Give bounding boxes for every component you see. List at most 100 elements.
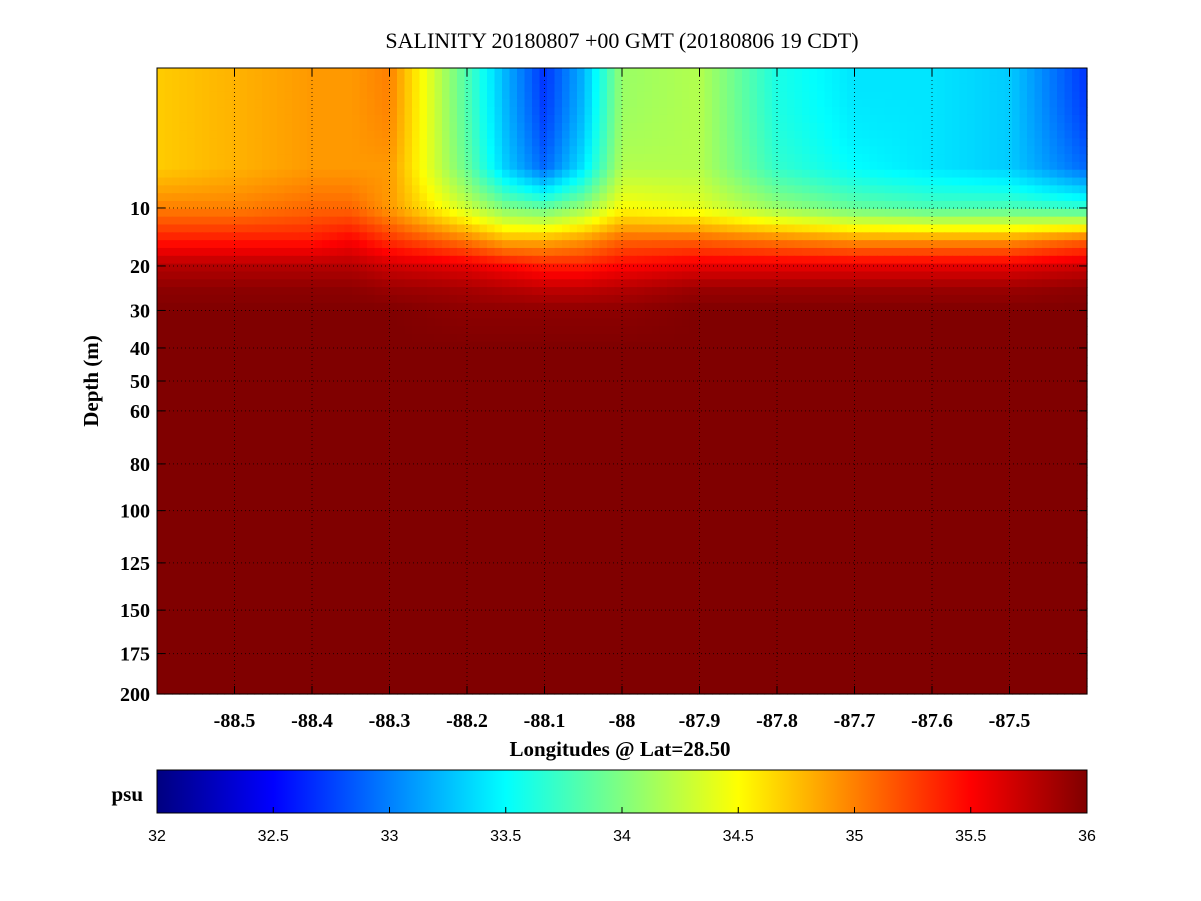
heatmap-cell (299, 334, 308, 343)
heatmap-cell (817, 193, 826, 202)
heatmap-cell (532, 193, 541, 202)
heatmap-cell (697, 302, 706, 312)
heatmap-cell (839, 373, 848, 382)
heatmap-cell (449, 201, 458, 210)
heatmap-cell (524, 154, 533, 163)
heatmap-cell (899, 154, 908, 163)
heatmap-cell (847, 232, 856, 241)
heatmap-cell (292, 177, 301, 186)
heatmap-cell (322, 99, 331, 108)
heatmap-cell (299, 294, 308, 304)
heatmap-cell (539, 334, 548, 343)
heatmap-cell (787, 255, 796, 265)
heatmap-cell (449, 154, 458, 163)
heatmap-cell (292, 279, 301, 288)
heatmap-cell (247, 138, 256, 147)
heatmap-cell (907, 169, 916, 179)
heatmap-cell (757, 201, 766, 210)
heatmap-cell (434, 349, 443, 359)
heatmap-cell (367, 381, 376, 390)
heatmap-cell (982, 365, 991, 374)
heatmap-cell (854, 232, 863, 241)
heatmap-cell (1004, 68, 1013, 77)
heatmap-cell (382, 381, 391, 390)
heatmap-cell (974, 146, 983, 155)
heatmap-cell (374, 146, 383, 155)
heatmap-cell (262, 107, 271, 116)
heatmap-cell (464, 161, 473, 171)
heatmap-cell (194, 114, 203, 124)
heatmap-cell (659, 310, 668, 319)
heatmap-cell (764, 130, 773, 140)
heatmap-cell (479, 130, 488, 140)
heatmap-cell (352, 208, 361, 218)
heatmap-cell (562, 294, 571, 304)
heatmap-cell (712, 146, 721, 155)
heatmap-cell (884, 130, 893, 140)
heatmap-cell (337, 114, 346, 124)
heatmap-cell (232, 255, 241, 265)
heatmap-cell (554, 279, 563, 288)
heatmap-cell (757, 247, 766, 257)
heatmap-cell (472, 365, 481, 374)
heatmap-cell (179, 255, 188, 265)
heatmap-cell (922, 365, 931, 374)
heatmap-cell (952, 349, 961, 359)
heatmap-cell (599, 326, 608, 335)
heatmap-cell (337, 224, 346, 233)
heatmap-cell (989, 263, 998, 273)
heatmap-cell (764, 99, 773, 108)
heatmap-cell (907, 107, 916, 116)
heatmap-cell (1042, 318, 1051, 327)
heatmap-cell (989, 224, 998, 233)
heatmap-cell (232, 294, 241, 304)
heatmap-cell (389, 318, 398, 327)
heatmap-cell (1019, 138, 1028, 147)
heatmap-cell (307, 247, 316, 257)
heatmap-cell (989, 75, 998, 85)
heatmap-cell (232, 68, 241, 77)
heatmap-cell (217, 193, 226, 202)
heatmap-cell (922, 271, 931, 280)
heatmap-cell (622, 263, 631, 273)
heatmap-cell (742, 83, 751, 93)
heatmap-cell (884, 271, 893, 280)
heatmap-cell (359, 169, 368, 179)
heatmap-cell (1072, 91, 1081, 100)
heatmap-cell (164, 255, 173, 265)
heatmap-cell (284, 302, 293, 312)
heatmap-cell (989, 216, 998, 226)
heatmap-cell (787, 247, 796, 257)
heatmap-cell (982, 107, 991, 116)
heatmap-cell (1004, 208, 1013, 218)
heatmap-cell (224, 287, 233, 296)
heatmap-cell (322, 287, 331, 296)
heatmap-cell (1042, 193, 1051, 202)
heatmap-cell (892, 122, 901, 132)
heatmap-cell (937, 247, 946, 257)
heatmap-cell (269, 334, 278, 343)
heatmap-cell (577, 208, 586, 218)
heatmap-cell (1012, 107, 1021, 116)
heatmap-cell (907, 114, 916, 124)
heatmap-cell (832, 138, 841, 147)
heatmap-cell (659, 177, 668, 186)
heatmap-cell (299, 302, 308, 312)
heatmap-cell (209, 185, 218, 194)
heatmap-cell (509, 75, 518, 85)
heatmap-cell (577, 161, 586, 171)
heatmap-cell (959, 185, 968, 194)
heatmap-cell (802, 154, 811, 163)
heatmap-cell (749, 224, 758, 233)
heatmap-cell (232, 326, 241, 335)
heatmap-cell (539, 91, 548, 100)
heatmap-cell (989, 334, 998, 343)
heatmap-cell (764, 341, 773, 351)
heatmap-cell (584, 341, 593, 351)
heatmap-cell (997, 216, 1006, 226)
heatmap-cell (884, 365, 893, 374)
heatmap-cell (382, 294, 391, 304)
heatmap-cell (847, 177, 856, 186)
heatmap-cell (314, 146, 323, 155)
heatmap-cell (989, 146, 998, 155)
